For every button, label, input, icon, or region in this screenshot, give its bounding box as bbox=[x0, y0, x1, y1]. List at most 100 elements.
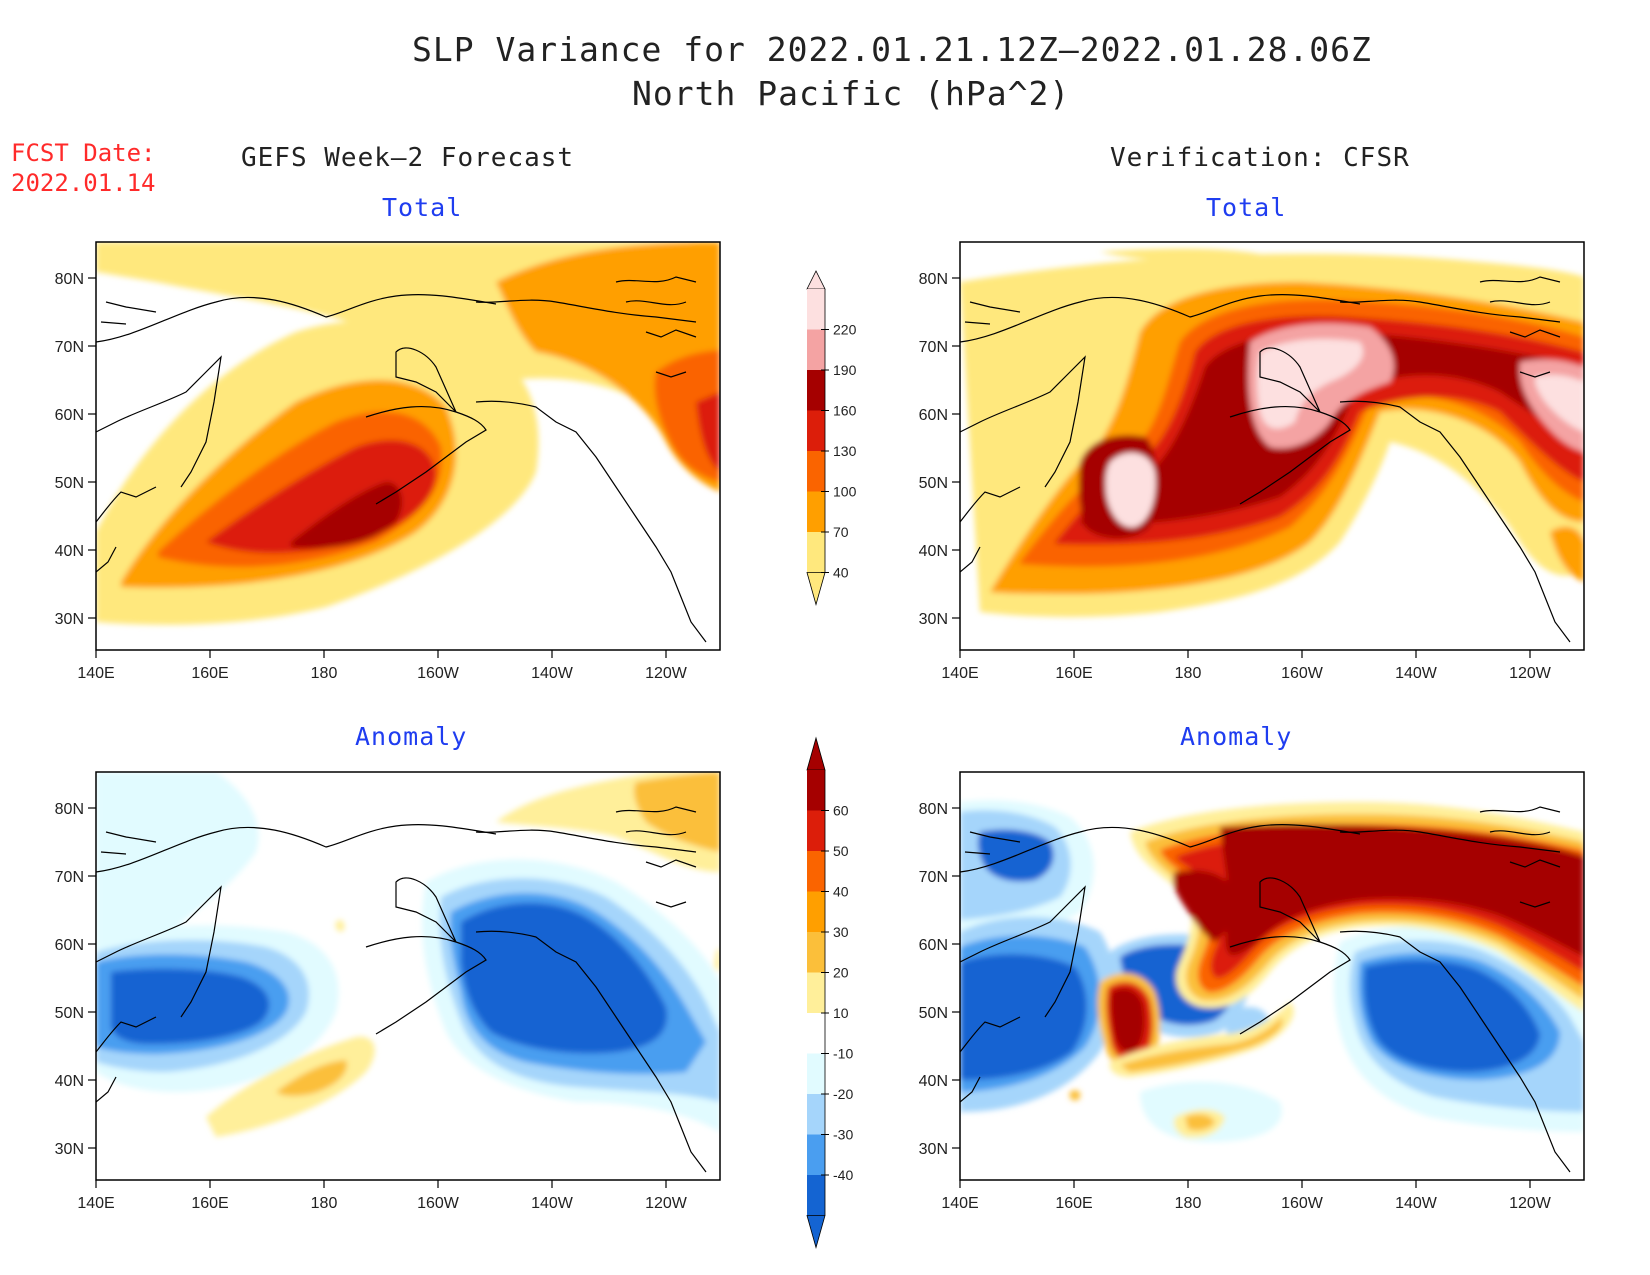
colorbar-label: 50 bbox=[833, 843, 849, 859]
lon-tick-label: 140W bbox=[1395, 1195, 1438, 1212]
colorbar-segment bbox=[807, 289, 825, 330]
colorbar-label: 190 bbox=[833, 362, 857, 378]
colorbar-segment bbox=[807, 1175, 825, 1216]
colorbar-segment bbox=[807, 770, 825, 811]
lon-tick-label: 180 bbox=[311, 1195, 338, 1212]
lat-tick-label: 30N bbox=[919, 1141, 948, 1158]
colorbar-segment bbox=[807, 451, 825, 492]
lat-tick-label: 70N bbox=[919, 339, 948, 356]
right-column-title: Verification: CFSR bbox=[1110, 143, 1410, 173]
colorbar-segment bbox=[807, 370, 825, 411]
lon-tick-label: 140W bbox=[531, 1195, 574, 1212]
colorbar-segment bbox=[807, 532, 825, 573]
colorbar-label: -10 bbox=[833, 1046, 853, 1062]
forecast-date-value: 2022.01.14 bbox=[11, 169, 156, 197]
colorbar-bottom-arrow bbox=[806, 1215, 826, 1249]
lat-tick-label: 50N bbox=[919, 1005, 948, 1022]
lon-tick-label: 120W bbox=[645, 1195, 688, 1212]
lat-tick-label: 50N bbox=[919, 475, 948, 492]
panel-frame-bottom-right bbox=[959, 771, 1585, 1181]
colorbar-label: 40 bbox=[833, 884, 849, 900]
lat-tick-label: 80N bbox=[55, 271, 84, 288]
panel-title-bottom-left: Anomaly bbox=[355, 722, 468, 751]
colorbar-segment bbox=[807, 410, 825, 451]
lon-tick-label: 120W bbox=[1509, 665, 1552, 682]
map-panel-forecast-anomaly bbox=[96, 772, 720, 1180]
lat-tick-label: 60N bbox=[919, 407, 948, 424]
lon-tick-label: 120W bbox=[1509, 1195, 1552, 1212]
lon-tick-label: 160E bbox=[1055, 1195, 1092, 1212]
lon-tick-label: 140W bbox=[531, 665, 574, 682]
lon-tick-label: 160W bbox=[1281, 665, 1324, 682]
lat-tick-label: 40N bbox=[55, 543, 84, 560]
lat-tick-label: 40N bbox=[55, 1073, 84, 1090]
panel-title-bottom-right: Anomaly bbox=[1180, 722, 1293, 751]
lat-tick-label: 80N bbox=[55, 801, 84, 818]
colorbar-segment bbox=[807, 851, 825, 892]
colorbar-top-arrow bbox=[806, 736, 826, 771]
lon-tick-label: 160E bbox=[191, 1195, 228, 1212]
lon-tick-label: 120W bbox=[645, 665, 688, 682]
map-panel-forecast-total bbox=[96, 242, 720, 650]
lon-tick-label: 140E bbox=[77, 665, 114, 682]
colorbar-label: 100 bbox=[833, 484, 857, 500]
colorbar-label: 70 bbox=[833, 524, 849, 540]
lat-tick-label: 80N bbox=[919, 801, 948, 818]
panel-title-top-left: Total bbox=[382, 193, 463, 222]
lon-tick-label: 140E bbox=[941, 665, 978, 682]
lat-tick-label: 60N bbox=[919, 937, 948, 954]
colorbar-label: 60 bbox=[833, 803, 849, 819]
lat-tick-label: 40N bbox=[919, 543, 948, 560]
lat-tick-label: 80N bbox=[919, 271, 948, 288]
panel-frame-top-left bbox=[95, 241, 721, 651]
lat-tick-label: 50N bbox=[55, 1005, 84, 1022]
lat-tick-label: 40N bbox=[919, 1073, 948, 1090]
lon-tick-label: 160E bbox=[1055, 665, 1092, 682]
lon-tick-label: 180 bbox=[1175, 665, 1202, 682]
lat-tick-label: 30N bbox=[55, 1141, 84, 1158]
lon-tick-label: 180 bbox=[311, 665, 338, 682]
colorbar-label: 30 bbox=[833, 924, 849, 940]
colorbar-label: -40 bbox=[833, 1167, 853, 1183]
lat-tick-label: 70N bbox=[55, 869, 84, 886]
main-title-line1: SLP Variance for 2022.01.21.12Z–2022.01.… bbox=[412, 30, 1372, 69]
colorbar-segment bbox=[807, 491, 825, 532]
colorbar-label: 40 bbox=[833, 565, 849, 581]
lon-tick-label: 140E bbox=[77, 1195, 114, 1212]
colorbar-segment bbox=[807, 1053, 825, 1094]
map-axes: 140E 160E 180 160W 140W 120W 80N 70N 60N 50N 40N 30… bbox=[55, 271, 1552, 1212]
panel-title-top-right: Total bbox=[1206, 193, 1287, 222]
colorbar-segment bbox=[807, 891, 825, 932]
lat-tick-label: 60N bbox=[55, 937, 84, 954]
lon-tick-label: 160W bbox=[417, 1195, 460, 1212]
panel-frame-bottom-left bbox=[95, 771, 721, 1181]
colorbar-label: -30 bbox=[833, 1127, 853, 1143]
lat-tick-label: 30N bbox=[919, 611, 948, 628]
lon-tick-label: 160W bbox=[417, 665, 460, 682]
colorbar-label: 10 bbox=[833, 1005, 849, 1021]
colorbar-label: 130 bbox=[833, 443, 857, 459]
lat-tick-label: 50N bbox=[55, 475, 84, 492]
lat-tick-label: 70N bbox=[919, 869, 948, 886]
panel-frame-top-right bbox=[959, 241, 1585, 651]
map-panel-verification-anomaly bbox=[960, 772, 1584, 1180]
lon-tick-label: 180 bbox=[1175, 1195, 1202, 1212]
colorbar-label: 20 bbox=[833, 965, 849, 981]
colorbar-label: -20 bbox=[833, 1086, 853, 1102]
colorbar-label: 160 bbox=[833, 403, 857, 419]
colorbar-segment bbox=[807, 1094, 825, 1135]
forecast-date-label: FCST Date: bbox=[11, 139, 156, 167]
lat-tick-label: 70N bbox=[55, 339, 84, 356]
map-panel-verification-total bbox=[960, 242, 1584, 650]
lat-tick-label: 30N bbox=[55, 611, 84, 628]
colorbar-segment bbox=[807, 1134, 825, 1175]
colorbar-bottom-arrow bbox=[806, 572, 826, 606]
colorbar-label: 220 bbox=[833, 322, 857, 338]
lon-tick-label: 160W bbox=[1281, 1195, 1324, 1212]
lon-tick-label: 140E bbox=[941, 1195, 978, 1212]
lon-tick-label: 140W bbox=[1395, 665, 1438, 682]
colorbar-top-arrow bbox=[806, 270, 826, 290]
main-title-line2: North Pacific (hPa^2) bbox=[632, 74, 1071, 113]
lat-tick-label: 60N bbox=[55, 407, 84, 424]
